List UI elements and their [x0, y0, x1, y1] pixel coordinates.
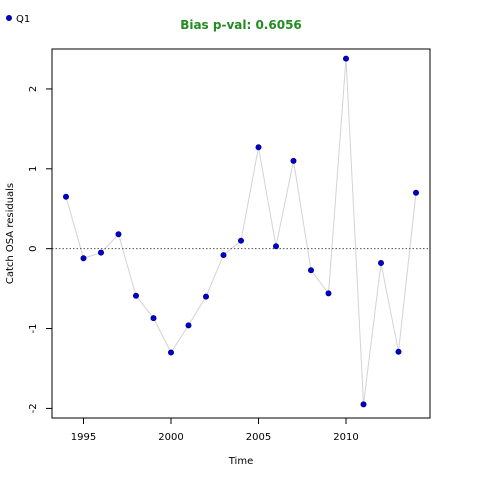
x-axis: 1995 2000 2005 2010	[71, 417, 359, 443]
y-axis-title: Catch OSA residuals	[5, 183, 16, 284]
x-tick-label: 2010	[333, 432, 358, 443]
series-line-segment	[258, 147, 277, 247]
series-line-segment	[188, 296, 207, 326]
series-line-segment	[65, 196, 84, 259]
x-axis-title: Time	[228, 456, 253, 467]
series-line-segment	[153, 317, 172, 353]
x-tick-label: 2000	[158, 432, 183, 443]
y-axis: -2 -1 0 1 2	[28, 86, 53, 413]
data-point	[255, 144, 262, 151]
legend-marker-q1	[6, 14, 12, 21]
series-line-segment	[380, 262, 399, 352]
data-point	[185, 322, 192, 329]
x-tick-label: 1995	[71, 432, 96, 443]
data-point	[272, 243, 279, 250]
series-line-segment	[310, 269, 329, 294]
plot-frame	[51, 48, 431, 419]
series-line-segment	[345, 58, 364, 405]
data-point	[167, 349, 174, 356]
data-point	[307, 267, 314, 274]
series-line-segment	[240, 147, 259, 241]
data-point	[80, 255, 87, 262]
series-line-segment	[83, 252, 102, 259]
y-tick-label: 0	[28, 245, 39, 251]
data-point	[63, 193, 70, 200]
data-point	[360, 401, 367, 408]
y-tick-label: 1	[28, 166, 39, 172]
series-line-segment	[170, 325, 189, 353]
series-line-segment	[293, 160, 312, 271]
data-point	[150, 315, 157, 322]
series-line-segment	[398, 192, 417, 352]
series-lines	[65, 58, 417, 405]
legend: Q1	[6, 14, 30, 25]
data-point	[412, 189, 419, 196]
data-point	[377, 260, 384, 267]
series-line-segment	[275, 160, 294, 247]
series-line-segment	[363, 262, 382, 405]
y-tick-label: -2	[28, 403, 39, 413]
series-line-segment	[223, 240, 242, 256]
data-point	[342, 55, 349, 62]
data-point	[325, 290, 332, 297]
series-line-segment	[135, 295, 154, 319]
series-line-segment	[205, 254, 224, 297]
data-point	[115, 231, 122, 238]
series-line-segment	[118, 234, 137, 296]
data-point	[220, 252, 227, 259]
y-tick-label: -1	[28, 324, 39, 334]
data-point	[395, 348, 402, 355]
series-line-segment	[328, 58, 347, 294]
series-line-segment	[100, 233, 119, 254]
data-point	[132, 292, 139, 299]
data-point	[290, 157, 297, 164]
data-point	[237, 237, 244, 244]
chart-title: Bias p-val: 0.6056	[180, 18, 302, 32]
data-point	[98, 249, 105, 256]
legend-label-q1: Q1	[16, 14, 30, 25]
series-points	[63, 55, 419, 408]
x-tick-label: 2005	[246, 432, 271, 443]
y-tick-label: 2	[28, 86, 39, 92]
data-point	[202, 293, 209, 300]
